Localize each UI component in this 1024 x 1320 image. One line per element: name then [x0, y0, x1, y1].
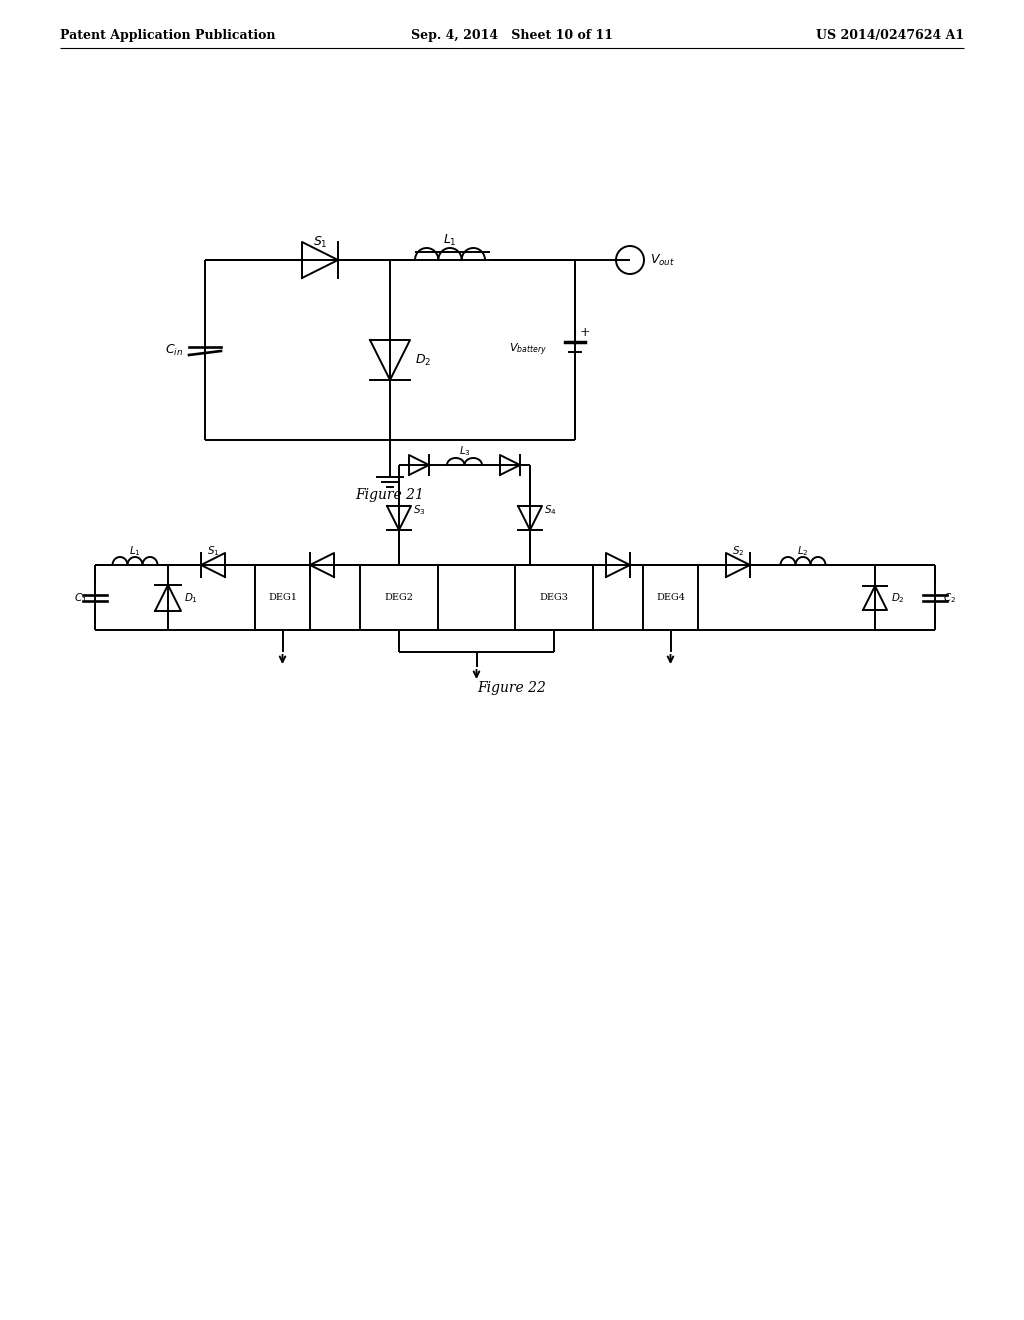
- Text: Figure 22: Figure 22: [477, 681, 547, 696]
- Bar: [643, 565, 698, 630]
- Text: $C_2$: $C_2$: [943, 591, 956, 605]
- Text: $D_2$: $D_2$: [891, 591, 905, 605]
- Text: Patent Application Publication: Patent Application Publication: [60, 29, 275, 41]
- Text: $L_1$: $L_1$: [443, 232, 457, 248]
- Text: $S_4$: $S_4$: [544, 503, 557, 517]
- Text: DEG4: DEG4: [656, 594, 685, 602]
- Text: $D_1$: $D_1$: [184, 591, 198, 605]
- Text: DEG3: DEG3: [540, 594, 568, 602]
- Text: +: +: [580, 326, 591, 338]
- Text: $S_1$: $S_1$: [207, 544, 219, 558]
- Bar: [515, 565, 593, 630]
- Text: $V_{battery}$: $V_{battery}$: [509, 342, 547, 358]
- Text: US 2014/0247624 A1: US 2014/0247624 A1: [816, 29, 964, 41]
- Text: $V_{out}$: $V_{out}$: [650, 252, 675, 268]
- Text: $S_1$: $S_1$: [312, 235, 328, 249]
- Text: $L_2$: $L_2$: [798, 544, 809, 558]
- Text: $C_{in}$: $C_{in}$: [165, 342, 183, 358]
- Text: DEG1: DEG1: [268, 594, 297, 602]
- Bar: [360, 565, 438, 630]
- Text: $C_1$: $C_1$: [74, 591, 87, 605]
- Text: DEG2: DEG2: [384, 594, 414, 602]
- Text: $S_2$: $S_2$: [732, 544, 744, 558]
- Text: $D_2$: $D_2$: [415, 352, 431, 367]
- Bar: [255, 565, 310, 630]
- Text: $L_3$: $L_3$: [459, 444, 470, 458]
- Text: $S_3$: $S_3$: [413, 503, 426, 517]
- Text: $L_1$: $L_1$: [129, 544, 141, 558]
- Text: Sep. 4, 2014   Sheet 10 of 11: Sep. 4, 2014 Sheet 10 of 11: [411, 29, 613, 41]
- Text: Figure 21: Figure 21: [355, 488, 424, 502]
